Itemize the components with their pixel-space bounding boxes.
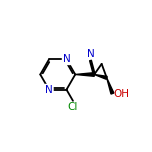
Text: N: N xyxy=(45,85,53,95)
Polygon shape xyxy=(75,73,94,76)
Text: N: N xyxy=(87,49,94,59)
Polygon shape xyxy=(94,74,107,79)
Text: N: N xyxy=(63,54,70,64)
Text: OH: OH xyxy=(113,88,129,98)
Text: Cl: Cl xyxy=(68,102,78,112)
Polygon shape xyxy=(107,78,114,94)
